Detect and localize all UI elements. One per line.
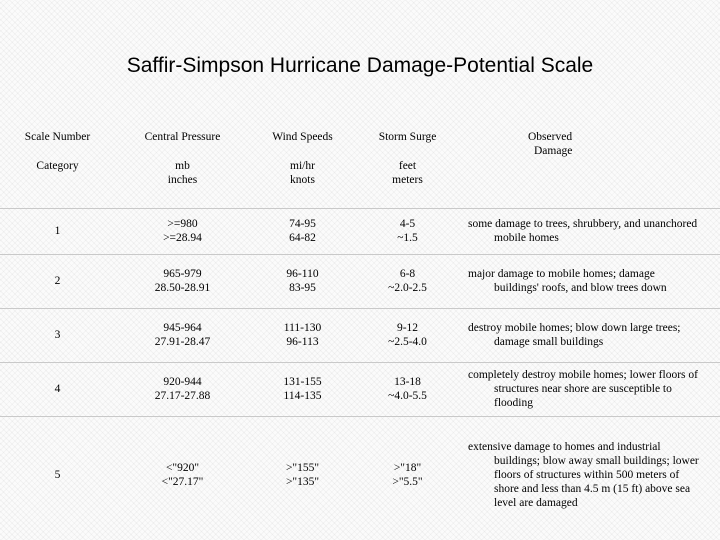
- surge-feet: 13-18: [394, 376, 421, 388]
- pressure-inches: 28.50-28.91: [154, 282, 211, 294]
- category-number: 2: [0, 253, 115, 308]
- damage-line: some damage to trees, shrubbery, and una…: [468, 218, 698, 230]
- damage-line: buildings' roofs, and blow trees down: [494, 282, 667, 294]
- wind-knots: 64-82: [289, 232, 316, 244]
- surge-cell: 4-5 ~1.5: [355, 207, 460, 254]
- wind-mph: >"155": [285, 462, 320, 475]
- pressure-cell: >=980 >=28.94: [115, 207, 250, 254]
- storm-surge-header: Storm Surge feet meters: [355, 122, 460, 208]
- pressure-cell: <"920" <"27.17": [115, 415, 250, 534]
- wind-unit-mph: mi/hr: [290, 160, 315, 172]
- storm-surge-label: Storm Surge: [378, 131, 437, 143]
- wind-knots: 114-135: [283, 390, 322, 402]
- wind-mph: 131-155: [283, 376, 322, 388]
- pressure-mb: 965-979: [163, 268, 202, 280]
- central-pressure-label: Central Pressure: [144, 131, 221, 143]
- damage-line: damage small buildings: [494, 336, 604, 348]
- damage-description: completely destroy mobile homes; lower f…: [460, 361, 720, 416]
- scale-number-label: Scale Number: [24, 131, 91, 143]
- surge-meters: ~4.0-5.5: [388, 390, 427, 402]
- wind-cell: 111-130 96-113: [250, 307, 355, 362]
- surge-cell: 13-18 ~4.0-5.5: [355, 361, 460, 416]
- wind-knots: >"135": [285, 476, 320, 489]
- pressure-mb: >=980: [167, 218, 198, 230]
- category-number: 1: [0, 207, 115, 254]
- damage-line: destroy mobile homes; blow down large tr…: [468, 322, 681, 334]
- wind-knots: 96-113: [286, 336, 319, 348]
- pressure-inches: >=28.94: [163, 232, 202, 244]
- category-number: 5: [0, 415, 115, 534]
- table-row: 1 >=980 >=28.94 74-95 64-82 4-5 ~1.5 som…: [0, 207, 720, 254]
- wind-speeds-label: Wind Speeds: [272, 131, 333, 143]
- damage-line: structures near shore are susceptible to: [494, 383, 672, 395]
- surge-meters: >"5.5": [392, 476, 423, 489]
- wind-knots: 83-95: [289, 282, 316, 294]
- wind-cell: 74-95 64-82: [250, 207, 355, 254]
- category-number: 3: [0, 307, 115, 362]
- surge-unit-feet: feet: [398, 160, 417, 172]
- wind-cell: 131-155 114-135: [250, 361, 355, 416]
- damage-line: major damage to mobile homes; damage: [468, 268, 655, 280]
- damage-line: shore and less than 4.5 m (15 ft) above …: [494, 483, 691, 496]
- wind-cell: >"155" >"135": [250, 415, 355, 534]
- surge-cell: 9-12 ~2.5-4.0: [355, 307, 460, 362]
- wind-mph: 96-110: [286, 268, 319, 280]
- wind-mph: 111-130: [283, 322, 322, 334]
- scale-number-header: Scale Number Category: [0, 122, 115, 208]
- wind-mph: 74-95: [289, 218, 316, 230]
- damage-line: mobile homes: [494, 232, 559, 244]
- pressure-inches: <"27.17": [161, 476, 204, 489]
- damage-label: Damage: [534, 145, 573, 157]
- table-row: 4 920-944 27.17-27.88 131-155 114-135 13…: [0, 361, 720, 416]
- damage-line: completely destroy mobile homes; lower f…: [468, 369, 698, 381]
- surge-cell: 6-8 ~2.0-2.5: [355, 253, 460, 308]
- pressure-inches: 27.91-28.47: [154, 336, 211, 348]
- surge-meters: ~2.0-2.5: [388, 282, 427, 294]
- pressure-unit-mb: mb: [175, 160, 190, 172]
- central-pressure-header: Central Pressure mb inches: [115, 122, 250, 208]
- pressure-cell: 920-944 27.17-27.88: [115, 361, 250, 416]
- hurricane-scale-table: Scale Number Category Central Pressure m…: [0, 122, 720, 534]
- surge-meters: ~1.5: [397, 232, 418, 244]
- table-row: 5 <"920" <"27.17" >"155" >"135" >"18" >"…: [0, 415, 720, 534]
- damage-line: buildings; blow away small buildings; lo…: [494, 455, 699, 468]
- surge-feet: 4-5: [399, 218, 416, 230]
- damage-line: flooding: [494, 397, 533, 409]
- header-row: Scale Number Category Central Pressure m…: [0, 122, 720, 208]
- page-title: Saffir-Simpson Hurricane Damage-Potentia…: [126, 54, 594, 77]
- surge-feet: >"18": [393, 462, 422, 475]
- category-number: 4: [0, 361, 115, 416]
- table-row: 2 965-979 28.50-28.91 96-110 83-95 6-8 ~…: [0, 253, 720, 308]
- damage-description: some damage to trees, shrubbery, and una…: [460, 207, 720, 254]
- pressure-cell: 945-964 27.91-28.47: [115, 307, 250, 362]
- surge-feet: 9-12: [396, 322, 419, 334]
- category-label: Category: [36, 160, 79, 172]
- table-row: 3 945-964 27.91-28.47 111-130 96-113 9-1…: [0, 307, 720, 362]
- wind-unit-knots: knots: [290, 174, 315, 186]
- damage-description: major damage to mobile homes; damage bui…: [460, 253, 720, 308]
- surge-feet: 6-8: [399, 268, 416, 280]
- surge-cell: >"18" >"5.5": [355, 415, 460, 534]
- observed-label: Observed: [528, 131, 573, 143]
- damage-description: extensive damage to homes and industrial…: [460, 415, 720, 534]
- observed-damage-header: Observed Damage: [460, 122, 720, 208]
- pressure-mb: <"920": [165, 462, 200, 475]
- pressure-cell: 965-979 28.50-28.91: [115, 253, 250, 308]
- damage-line: level are damaged: [494, 497, 578, 510]
- pressure-mb: 945-964: [163, 322, 202, 334]
- damage-description: destroy mobile homes; blow down large tr…: [460, 307, 720, 362]
- damage-line: floors of structures within 500 meters o…: [494, 469, 680, 482]
- surge-meters: ~2.5-4.0: [388, 336, 427, 348]
- surge-unit-meters: meters: [392, 174, 423, 186]
- damage-line: extensive damage to homes and industrial: [468, 441, 661, 454]
- wind-speeds-header: Wind Speeds mi/hr knots: [250, 122, 355, 208]
- pressure-mb: 920-944: [163, 376, 202, 388]
- wind-cell: 96-110 83-95: [250, 253, 355, 308]
- pressure-unit-inches: inches: [167, 174, 198, 186]
- pressure-inches: 27.17-27.88: [154, 390, 211, 402]
